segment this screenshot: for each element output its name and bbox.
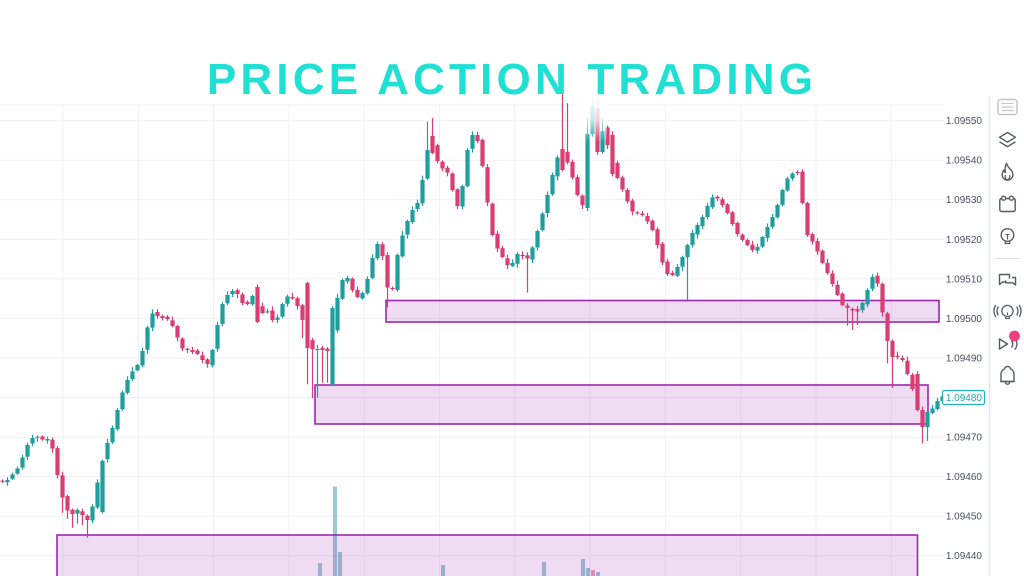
svg-text:1.09510: 1.09510	[946, 274, 983, 285]
svg-text:1.09540: 1.09540	[946, 156, 983, 167]
svg-text:1.09520: 1.09520	[946, 235, 983, 246]
svg-text:1.09440: 1.09440	[946, 551, 983, 562]
svg-text:1.09530: 1.09530	[946, 195, 983, 206]
svg-text:1.09550: 1.09550	[946, 116, 983, 127]
svg-text:1.09450: 1.09450	[946, 512, 983, 523]
svg-text:1.09470: 1.09470	[946, 433, 983, 444]
svg-text:1.09480: 1.09480	[946, 393, 983, 404]
svg-text:1.09490: 1.09490	[946, 353, 983, 364]
svg-text:1.09460: 1.09460	[946, 472, 983, 483]
svg-text:1.09500: 1.09500	[946, 314, 983, 325]
